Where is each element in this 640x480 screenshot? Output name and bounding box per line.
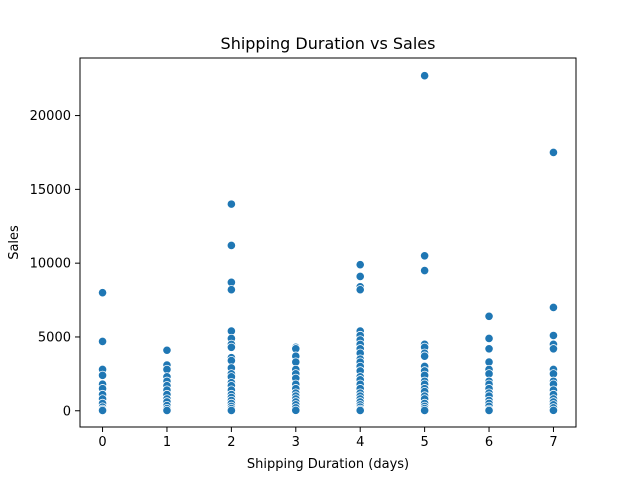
- data-point: [548, 344, 559, 354]
- x-axis-ticks: 0 1 2 3 4 5 6 7: [98, 427, 558, 450]
- x-tick-label: 6: [485, 435, 493, 450]
- data-point: [226, 199, 236, 209]
- x-tick-label: 1: [163, 435, 171, 450]
- points-layer: [97, 71, 559, 416]
- data-point: [355, 285, 365, 295]
- data-point: [162, 345, 172, 355]
- y-tick-label: 5000: [38, 330, 71, 345]
- data-point: [420, 251, 430, 261]
- data-point: [548, 147, 559, 158]
- y-tick-label: 15000: [30, 183, 71, 198]
- data-point: [420, 405, 430, 416]
- data-point: [97, 405, 108, 416]
- data-point: [355, 271, 365, 282]
- data-point: [484, 405, 494, 416]
- data-point: [226, 240, 236, 251]
- data-point: [420, 265, 430, 276]
- x-axis-label: Shipping Duration (days): [247, 457, 409, 472]
- data-point: [355, 260, 365, 270]
- data-point: [226, 285, 236, 295]
- x-tick-label: 3: [292, 435, 300, 450]
- data-point: [355, 405, 365, 416]
- y-axis-ticks: 0 5000 10000 15000 20000: [30, 109, 80, 419]
- x-tick-label: 0: [98, 435, 106, 450]
- data-point: [484, 333, 494, 344]
- data-point: [97, 370, 108, 380]
- x-tick-label: 2: [227, 435, 235, 450]
- y-tick-label: 20000: [30, 109, 71, 124]
- y-tick-label: 0: [63, 404, 71, 419]
- x-tick-label: 7: [549, 435, 557, 450]
- data-point: [291, 405, 301, 415]
- data-point: [548, 330, 559, 341]
- x-tick-label: 5: [420, 435, 428, 450]
- data-point: [484, 344, 494, 354]
- data-point: [226, 342, 236, 352]
- data-point: [484, 311, 494, 321]
- data-point: [162, 405, 172, 416]
- data-point: [226, 405, 236, 416]
- data-point: [548, 302, 559, 313]
- data-point: [97, 336, 108, 346]
- y-axis-label: Sales: [7, 225, 22, 260]
- x-tick-label: 4: [356, 435, 364, 450]
- data-point: [420, 351, 430, 361]
- data-point: [420, 71, 430, 81]
- y-tick-label: 10000: [30, 257, 71, 272]
- plot-area-frame: [79, 57, 577, 428]
- data-point: [548, 405, 559, 415]
- data-point: [97, 288, 108, 298]
- chart-title: Shipping Duration vs Sales: [221, 34, 436, 53]
